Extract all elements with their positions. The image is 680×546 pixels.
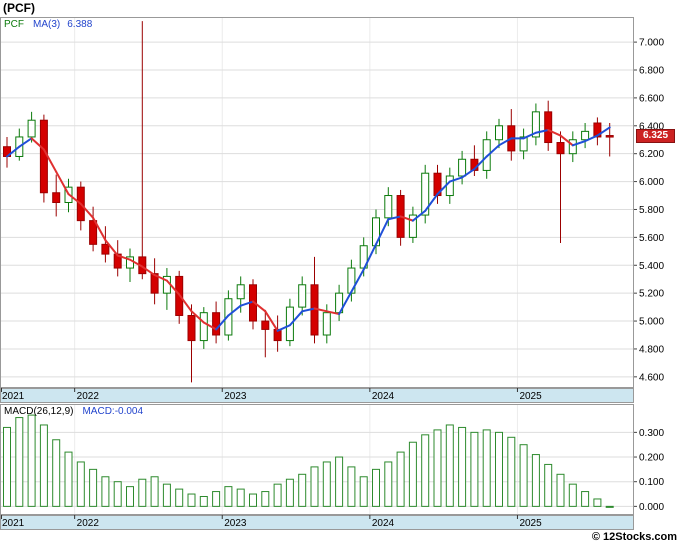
y-axis-label: 4.800 xyxy=(639,344,664,355)
year-label: 2025 xyxy=(519,391,542,402)
ticker-title: (PCF) xyxy=(3,1,35,15)
candlesticks xyxy=(3,21,614,383)
year-label: 2021 xyxy=(2,518,25,529)
year-label: 2022 xyxy=(77,391,100,402)
macd-indicator-label: MACD(26,12,9) xyxy=(4,406,74,417)
year-label: 2022 xyxy=(77,518,100,529)
y-axis-label: 6.400 xyxy=(639,121,664,132)
y-axis-label: 0.100 xyxy=(639,477,664,488)
macd-value-label: MACD:-0.004 xyxy=(82,406,144,417)
y-axis-label: 5.600 xyxy=(639,233,664,244)
y-axis-label: 7.000 xyxy=(639,38,664,49)
year-label: 2023 xyxy=(224,391,247,402)
plot-border xyxy=(0,404,634,515)
legend-ma-label: MA(3) xyxy=(33,19,61,30)
x-axis-band xyxy=(0,388,634,403)
year-label: 2025 xyxy=(519,518,542,529)
y-axis-label: 5.400 xyxy=(639,261,664,272)
macd-chart-svg: 0.300 0.200 0.100 0.000 2021 2022 2023 2024 2025 xyxy=(0,404,664,530)
macd-histogram xyxy=(3,414,614,508)
x-axis-band xyxy=(0,515,634,530)
y-axis-label: 5.200 xyxy=(639,289,664,300)
year-label: 2021 xyxy=(2,391,25,402)
year-label: 2024 xyxy=(372,518,395,529)
y-axis-label: 0.200 xyxy=(639,453,664,464)
year-label: 2023 xyxy=(224,518,247,529)
y-axis-label: 6.800 xyxy=(639,66,664,77)
y-axis-label: 0.300 xyxy=(639,428,664,439)
y-axis-label: 5.000 xyxy=(639,317,664,328)
legend-ma-value: 6.388 xyxy=(67,19,93,30)
copyright-watermark: © 12Stocks.com xyxy=(591,531,677,543)
year-label: 2024 xyxy=(372,391,395,402)
plot-border xyxy=(0,17,634,388)
y-axis-label: 0.000 xyxy=(639,502,664,513)
macd-legend: MACD(26,12,9) MACD:-0.004 xyxy=(4,406,143,417)
y-axis-label: 6.600 xyxy=(639,93,664,104)
y-axis-label: 6.200 xyxy=(639,149,664,160)
y-axis-label: 4.600 xyxy=(639,372,664,383)
y-axis-label: 6.000 xyxy=(639,177,664,188)
legend-symbol: PCF xyxy=(4,19,24,30)
ma-line xyxy=(6,126,611,332)
last-price-badge: 6.325 xyxy=(636,129,675,144)
main-price-chart-svg: 7.000 6.800 6.600 6.400 6.200 6.000 5.800 5.600… xyxy=(0,17,664,403)
y-axis-label: 5.800 xyxy=(639,205,664,216)
main-chart-legend: PCF MA(3) 6.388 xyxy=(4,19,99,30)
